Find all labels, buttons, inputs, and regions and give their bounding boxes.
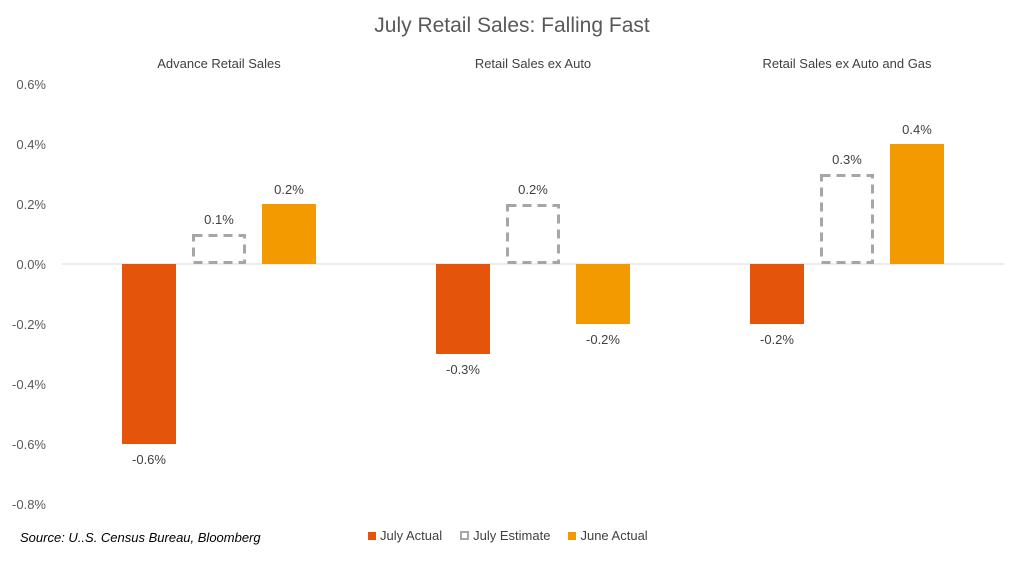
source-note: Source: U..S. Census Bureau, Bloomberg xyxy=(20,530,261,545)
bar-july-estimate xyxy=(506,204,560,264)
category-label: Retail Sales ex Auto and Gas xyxy=(762,56,932,71)
bar-july-actual xyxy=(750,264,804,324)
legend-item-july-estimate: July Estimate xyxy=(460,528,550,543)
legend-swatch-july-estimate xyxy=(460,531,470,540)
y-tick-label: 0.0% xyxy=(16,257,46,272)
y-tick-label: -0.4% xyxy=(12,377,46,392)
data-label: -0.6% xyxy=(132,452,166,467)
y-tick-label: -0.8% xyxy=(12,497,46,512)
legend: July Actual July Estimate June Actual xyxy=(368,528,648,543)
legend-swatch-july-actual xyxy=(368,531,376,540)
y-tick-label: 0.2% xyxy=(16,197,46,212)
bar-july-estimate xyxy=(192,234,246,264)
data-label: -0.2% xyxy=(760,332,794,347)
legend-item-june-actual: June Actual xyxy=(568,528,648,543)
bar-july-estimate xyxy=(820,174,874,264)
category-label: Advance Retail Sales xyxy=(157,56,281,71)
bar-july-actual xyxy=(122,264,176,444)
legend-label-july-estimate: July Estimate xyxy=(473,528,551,543)
data-label: -0.3% xyxy=(446,362,480,377)
bar-june-actual xyxy=(262,204,316,264)
bar-june-actual xyxy=(576,264,630,324)
data-label: -0.2% xyxy=(586,332,620,347)
data-label: 0.4% xyxy=(902,122,932,137)
data-label: 0.2% xyxy=(518,182,548,197)
chart-title: July Retail Sales: Falling Fast xyxy=(374,14,650,37)
legend-item-july-actual: July Actual xyxy=(368,528,442,543)
bar-july-actual xyxy=(436,264,490,354)
y-tick-label: -0.2% xyxy=(12,317,46,332)
legend-label-july-actual: July Actual xyxy=(380,528,443,543)
data-label: 0.2% xyxy=(274,182,304,197)
y-tick-label: 0.4% xyxy=(16,137,46,152)
y-tick-label: -0.6% xyxy=(12,437,46,452)
legend-label-june-actual: June Actual xyxy=(580,528,648,543)
data-label: 0.1% xyxy=(204,212,234,227)
y-tick-label: 0.6% xyxy=(16,77,46,92)
bar-june-actual xyxy=(890,144,944,264)
legend-swatch-june-actual xyxy=(568,531,577,540)
category-label: Retail Sales ex Auto xyxy=(475,56,591,71)
data-label: 0.3% xyxy=(832,152,862,167)
